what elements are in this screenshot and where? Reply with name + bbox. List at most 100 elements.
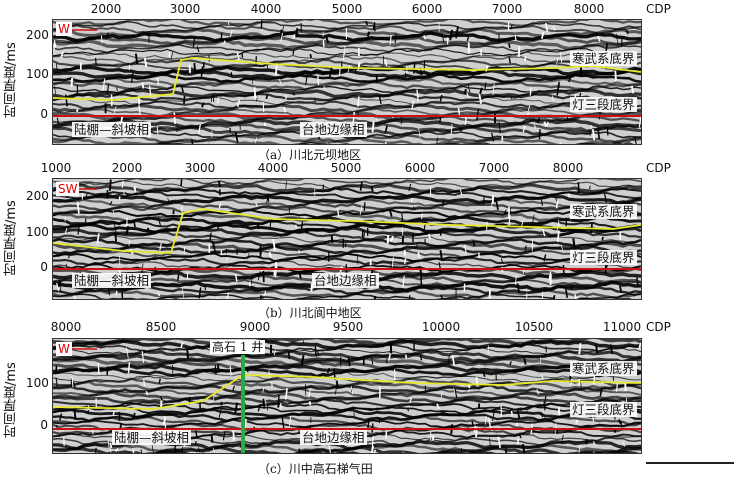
seismic-wiggle xyxy=(141,82,145,89)
seismic-reflector xyxy=(53,47,641,57)
facies-label-left: 陆棚—斜坡相 xyxy=(72,273,152,288)
seismic-wiggle xyxy=(77,224,80,235)
seismic-wiggle xyxy=(408,183,412,192)
seismic-wiggle xyxy=(271,382,273,388)
seismic-wiggle xyxy=(384,59,388,67)
seismic-wiggle xyxy=(450,124,453,135)
seismic-wiggle xyxy=(121,180,124,188)
seismic-wiggle xyxy=(225,257,228,262)
seismic-wiggle xyxy=(459,189,463,196)
seismic-wiggle xyxy=(375,74,379,84)
x-tick: 8000 xyxy=(573,2,605,16)
seismic-reflector xyxy=(53,73,641,84)
seismic-wiggle xyxy=(280,32,283,42)
seismic-wiggle xyxy=(439,94,443,102)
seismic-wiggle xyxy=(211,241,214,250)
seismic-wiggle xyxy=(516,438,520,445)
seismic-wiggle xyxy=(175,449,178,453)
seismic-wiggle xyxy=(510,410,514,416)
seismic-wiggle xyxy=(196,46,200,53)
y-tick: 100 xyxy=(26,67,49,81)
seismic-wiggle xyxy=(441,33,445,44)
seismic-wiggle xyxy=(176,273,180,282)
seismic-wiggle xyxy=(262,296,264,299)
horizon-label-bottom: 灯三段底界 xyxy=(570,97,637,112)
seismic-wiggle xyxy=(639,342,641,349)
seismic-wiggle xyxy=(180,85,185,93)
y-axis-title: 时间厚度/ms xyxy=(4,200,19,276)
seismic-wiggle xyxy=(485,415,487,425)
seismic-reflector xyxy=(53,415,641,426)
seismic-wiggle xyxy=(508,43,511,48)
well-marker xyxy=(241,355,245,453)
seismic-wiggle xyxy=(263,122,267,127)
seismic-wiggle xyxy=(300,221,304,234)
seismic-wiggle xyxy=(335,383,338,395)
x-tick: 1000 xyxy=(40,161,72,175)
seismic-wiggle xyxy=(436,403,440,410)
seismic-wiggle xyxy=(253,87,257,100)
seismic-wiggle xyxy=(552,25,556,31)
seismic-wiggle xyxy=(371,435,374,448)
seismic-wiggle xyxy=(309,53,313,58)
y-tick: 0 xyxy=(40,107,48,121)
seismic-wiggle xyxy=(260,20,263,29)
seismic-wiggle xyxy=(540,31,545,40)
seismic-wiggle xyxy=(416,89,419,102)
seismic-wiggle xyxy=(56,63,58,73)
seismic-wiggle xyxy=(373,295,377,299)
seismic-wiggle xyxy=(464,244,467,254)
seismic-wiggle xyxy=(194,430,198,439)
seismic-wiggle xyxy=(636,277,639,287)
seismic-wiggle xyxy=(372,24,375,31)
seismic-wiggle xyxy=(308,389,311,398)
seismic-reflector xyxy=(53,43,641,54)
seismic-wiggle xyxy=(84,287,87,293)
seismic-wiggle xyxy=(281,416,285,429)
seismic-wiggle xyxy=(614,70,617,82)
seismic-wiggle xyxy=(125,226,130,236)
x-tick: 9500 xyxy=(332,320,364,334)
seismic-wiggle xyxy=(482,196,485,205)
seismic-wiggle xyxy=(544,395,547,404)
seismic-wiggle xyxy=(310,283,313,292)
facies-label-right: 台地边缘相 xyxy=(300,430,367,445)
seismic-wiggle xyxy=(387,353,392,361)
seismic-wiggle xyxy=(112,209,115,214)
seismic-reflector xyxy=(53,186,641,197)
seismic-wiggle xyxy=(114,105,117,114)
seismic-wiggle xyxy=(132,448,135,453)
seismic-wiggle xyxy=(556,230,560,243)
seismic-wiggle xyxy=(198,124,202,134)
x-tick: 4000 xyxy=(250,2,282,16)
seismic-wiggle xyxy=(302,340,305,344)
seismic-wiggle xyxy=(298,448,301,453)
seismic-reflector xyxy=(53,366,641,378)
x-tick: 7000 xyxy=(491,2,523,16)
seismic-wiggle xyxy=(508,57,511,64)
seismic-wiggle xyxy=(292,34,296,39)
seismic-wiggle xyxy=(70,77,74,87)
seismic-wiggle xyxy=(565,290,568,298)
x-tick: 8000 xyxy=(50,320,82,334)
seismic-reflector xyxy=(53,137,641,144)
seismic-wiggle xyxy=(141,351,145,363)
seismic-wiggle xyxy=(314,345,317,357)
seismic-wiggle xyxy=(56,117,60,126)
seismic-wiggle xyxy=(599,387,603,397)
seismic-wiggle xyxy=(356,254,359,265)
seismic-wiggle xyxy=(274,63,278,75)
seismic-wiggle xyxy=(130,72,134,83)
seismic-wiggle xyxy=(229,365,232,376)
x-tick: 8000 xyxy=(552,161,584,175)
seismic-wiggle xyxy=(408,295,411,299)
y-tick: 200 xyxy=(26,189,49,203)
seismic-wiggle xyxy=(417,251,421,258)
seismic-wiggle xyxy=(451,354,456,367)
seismic-wiggle xyxy=(264,399,267,405)
seismic-wiggle xyxy=(597,127,601,140)
seismic-wiggle xyxy=(603,193,608,203)
seismic-reflector xyxy=(53,346,641,356)
seismic-wiggle xyxy=(173,112,176,124)
x-tick: 10500 xyxy=(514,320,554,334)
